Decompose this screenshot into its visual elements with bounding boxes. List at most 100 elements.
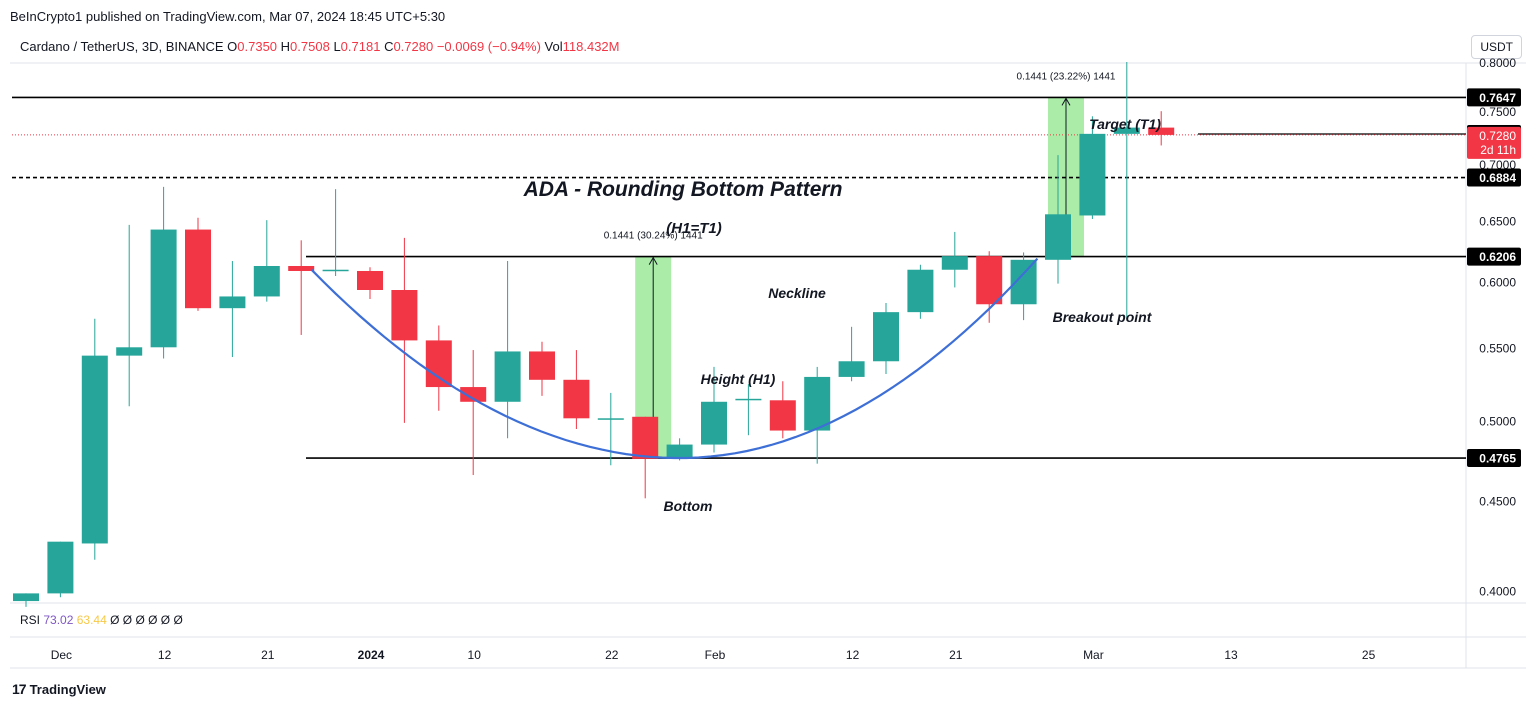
- candle-body: [769, 400, 796, 431]
- symbol-name: Cardano / TetherUS, 3D, BINANCE: [20, 39, 224, 54]
- price-tick-label: 0.7000: [1479, 158, 1516, 172]
- candle-body: [116, 347, 143, 356]
- price-tick-label: 0.5000: [1479, 414, 1516, 428]
- candle-body: [494, 351, 521, 402]
- candle-body: [288, 265, 315, 271]
- candle-body: [597, 418, 624, 420]
- tradingview-brand: TradingView: [29, 681, 106, 697]
- time-tick-label: 22: [605, 648, 619, 662]
- high-label: H: [280, 39, 291, 54]
- time-axis: Dec 12 21 2024 10 22 Feb 12 21 Mar 13 25: [51, 648, 1376, 662]
- candle-body: [666, 444, 693, 459]
- price-tick-label: 0.6500: [1479, 214, 1516, 228]
- candle-body: [219, 296, 246, 309]
- pattern-title: ADA - Rounding Bottom Pattern: [523, 178, 843, 201]
- candle-body: [425, 340, 452, 388]
- candle-body: [735, 398, 762, 401]
- level-price-tag: [1467, 449, 1521, 468]
- rounding-bottom-curve: [310, 257, 1039, 460]
- candle-body: [873, 312, 899, 362]
- change-value: −0.0069 (−0.94%): [436, 39, 541, 54]
- price-tick-label: 0.5500: [1479, 342, 1516, 356]
- candle-body: [47, 541, 74, 594]
- tradingview-footer[interactable]: 17 TradingView: [12, 681, 106, 697]
- rsi-legend: RSI 73.02 63.44 Ø Ø Ø Ø Ø Ø: [20, 613, 183, 627]
- close-value: 0.7280: [393, 39, 434, 54]
- bottom-label: Bottom: [664, 498, 713, 514]
- candle-body: [563, 379, 590, 419]
- level-price-label: 0.4765: [1479, 452, 1516, 466]
- volume-label: Vol: [544, 39, 563, 54]
- candle-body: [838, 361, 865, 377]
- tradingview-logo-icon: 17: [12, 681, 27, 697]
- price-axis: 0.4000 0.4500 0.5000 0.5500 0.6000 0.6500 0.70…: [1467, 56, 1521, 598]
- price-chart[interactable]: 0.1441 (30.24%) 1441 0.1441 (23.22%) 1441…: [0, 0, 1536, 670]
- time-tick-label: Mar: [1083, 648, 1104, 662]
- level-price-label: 0.6884: [1479, 171, 1516, 185]
- rsi-ma-value: 63.44: [76, 613, 107, 627]
- candle-body: [907, 269, 934, 313]
- candle-body: [460, 387, 487, 402]
- candle-body: [976, 256, 1003, 305]
- price-tick-label: 0.4500: [1479, 495, 1516, 509]
- time-tick-label: 25: [1362, 648, 1376, 662]
- annotations: ADA - Rounding Bottom Pattern (H1=T1) Neck…: [523, 116, 1162, 514]
- open-value: 0.7350: [237, 39, 278, 54]
- price-tick-label: 0.8000: [1479, 56, 1516, 70]
- candle-body: [150, 229, 177, 348]
- rounding-curve: [310, 257, 1039, 460]
- target-label: Target (T1): [1089, 116, 1161, 132]
- candle-body: [391, 290, 418, 341]
- height-label: Height (H1): [701, 371, 776, 387]
- volume-value: 118.432M: [562, 39, 620, 54]
- last-price-tag: [1467, 126, 1521, 159]
- chart-frame: [10, 62, 1526, 669]
- candle-body: [13, 593, 39, 602]
- time-tick-label: 21: [949, 648, 963, 662]
- breakout-label: Breakout point: [1053, 309, 1153, 325]
- high-value: 0.7508: [290, 39, 330, 54]
- candle-body: [804, 376, 831, 431]
- neckline-label: Neckline: [768, 285, 826, 301]
- candle-body: [322, 269, 349, 272]
- candle-body: [81, 355, 108, 544]
- candle-body: [529, 351, 555, 380]
- candle-body: [253, 265, 280, 297]
- measure-label: 0.1441 (23.22%) 1441: [1017, 71, 1116, 82]
- symbol-legend: Cardano / TetherUS, 3D, BINANCE O0.7350 …: [20, 39, 619, 54]
- close-label: C: [384, 39, 394, 54]
- low-value: 0.7181: [340, 39, 381, 54]
- candle-body: [632, 416, 659, 459]
- candle-body: [1113, 127, 1140, 134]
- measure-highlights: 0.1441 (30.24%) 1441 0.1441 (23.22%) 1441: [604, 71, 1116, 459]
- time-tick-label: 12: [158, 648, 172, 662]
- time-tick-label: 21: [261, 648, 275, 662]
- time-tick-label: Feb: [705, 648, 726, 662]
- level-price-tag: [1467, 247, 1521, 266]
- candle-body: [1079, 133, 1106, 216]
- open-label: O: [227, 39, 238, 54]
- publisher-line: BeInCrypto1 published on TradingView.com…: [10, 9, 446, 24]
- level-price-tag: [1467, 168, 1521, 187]
- measure-arrowhead: [648, 256, 658, 265]
- last-price-label: 0.7280: [1479, 129, 1516, 143]
- time-tick-label: 12: [846, 648, 860, 662]
- measure-arrowhead: [1061, 97, 1071, 106]
- price-levels: [12, 96, 1466, 459]
- time-tick-label: Dec: [51, 648, 72, 662]
- countdown-label: 2d 11h: [1480, 143, 1516, 157]
- measure-label: 0.1441 (30.24%) 1441: [604, 231, 703, 242]
- candle-body: [1045, 214, 1071, 260]
- price-tick-label: 0.6000: [1479, 275, 1516, 289]
- level-price-label: 0.6206: [1479, 250, 1516, 264]
- rsi-value: 73.02: [43, 613, 74, 627]
- price-tick-label: 0.4000: [1479, 584, 1516, 598]
- candle-body: [185, 229, 211, 309]
- candle-body: [1148, 127, 1175, 135]
- time-tick-label: 13: [1224, 648, 1238, 662]
- rsi-label: RSI: [20, 613, 41, 627]
- currency-button[interactable]: USDT: [1471, 35, 1522, 59]
- level-price-tag: [1467, 88, 1521, 107]
- candles: [13, 62, 1175, 607]
- rsi-empty-values: Ø Ø Ø Ø Ø Ø: [110, 613, 183, 627]
